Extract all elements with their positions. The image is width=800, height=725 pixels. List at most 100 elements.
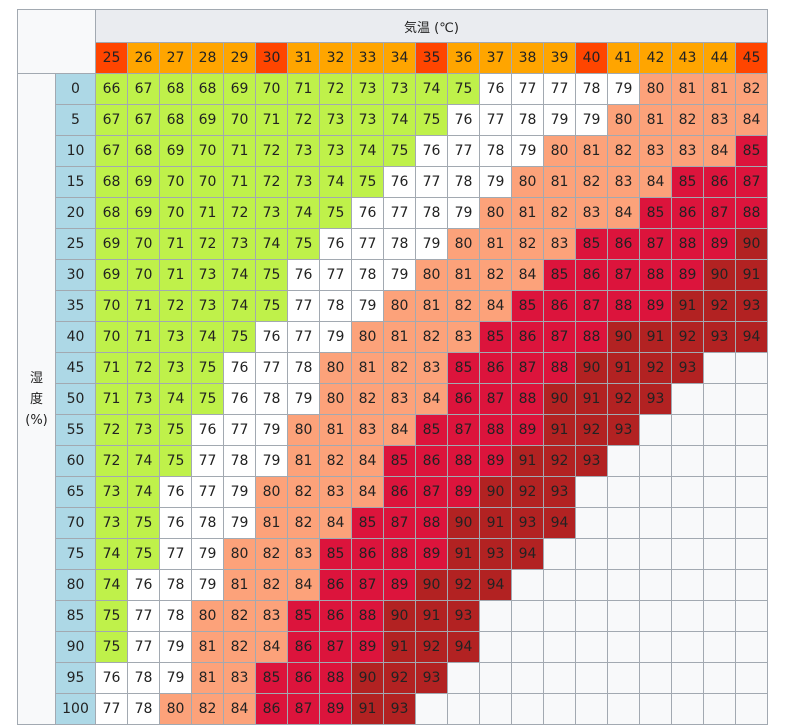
heat-index-cell xyxy=(479,631,512,663)
heat-index-cell: 91 xyxy=(607,352,640,384)
heat-index-cell: 73 xyxy=(351,73,384,105)
heat-index-cell: 91 xyxy=(543,414,576,446)
heat-index-cell xyxy=(703,414,736,446)
heat-index-cell: 79 xyxy=(255,414,288,446)
heat-index-cell: 87 xyxy=(479,383,512,415)
heat-index-cell: 82 xyxy=(287,476,320,508)
heat-index-cell: 75 xyxy=(95,600,128,632)
heat-index-cell: 71 xyxy=(95,352,128,384)
heat-index-cell: 86 xyxy=(703,166,736,198)
heat-index-cell: 70 xyxy=(95,290,128,322)
heat-index-cell: 85 xyxy=(415,414,448,446)
heat-index-cell xyxy=(543,662,576,694)
heat-index-cell: 92 xyxy=(415,631,448,663)
heat-index-cell: 89 xyxy=(703,228,736,260)
heat-index-cell: 82 xyxy=(671,104,704,136)
heat-index-cell: 80 xyxy=(511,166,544,198)
heat-index-cell: 78 xyxy=(447,166,480,198)
humidity-header: 60 xyxy=(55,445,96,477)
heat-index-cell: 73 xyxy=(383,73,416,105)
humidity-header: 25 xyxy=(55,228,96,260)
heat-index-cell: 86 xyxy=(287,662,320,694)
heat-index-cell: 81 xyxy=(575,135,608,167)
heat-index-cell xyxy=(543,693,576,725)
heat-index-cell: 84 xyxy=(319,507,352,539)
heat-index-cell: 75 xyxy=(319,197,352,229)
heat-index-cell: 78 xyxy=(255,383,288,415)
heat-index-cell: 79 xyxy=(223,476,256,508)
heat-index-cell: 69 xyxy=(127,197,160,229)
temperature-header: 27 xyxy=(159,42,192,74)
heat-index-cell xyxy=(671,693,704,725)
heat-index-cell: 88 xyxy=(511,383,544,415)
heat-index-cell: 93 xyxy=(383,693,416,725)
heat-index-cell: 74 xyxy=(159,383,192,415)
heat-index-cell: 83 xyxy=(703,104,736,136)
heat-index-cell: 67 xyxy=(95,104,128,136)
heat-index-cell: 75 xyxy=(159,414,192,446)
corner-cell xyxy=(17,9,96,74)
heat-index-cell: 77 xyxy=(255,352,288,384)
data-row: 25 69 70 71 72 73 74 75 76 77 78 79 80 81 82 83 85 86 87 88… xyxy=(18,228,768,260)
heat-index-cell: 76 xyxy=(95,662,128,694)
heat-index-cell: 89 xyxy=(479,445,512,477)
humidity-header: 80 xyxy=(55,569,96,601)
humidity-header: 85 xyxy=(55,600,96,632)
heat-index-cell: 76 xyxy=(351,197,384,229)
heat-index-cell: 85 xyxy=(479,321,512,353)
heat-index-cell: 72 xyxy=(95,445,128,477)
heat-index-cell: 76 xyxy=(255,321,288,353)
heat-index-cell: 79 xyxy=(479,166,512,198)
temperature-header: 29 xyxy=(223,42,256,74)
heat-index-cell: 79 xyxy=(511,135,544,167)
heat-index-cell: 82 xyxy=(415,321,448,353)
heat-index-cell: 71 xyxy=(159,228,192,260)
heat-index-cell: 81 xyxy=(703,73,736,105)
heat-index-cell: 85 xyxy=(287,600,320,632)
heat-index-cell: 86 xyxy=(479,352,512,384)
heat-index-cell: 78 xyxy=(127,693,160,725)
heat-index-cell: 78 xyxy=(415,197,448,229)
heat-index-cell: 76 xyxy=(159,476,192,508)
heat-index-cell: 84 xyxy=(703,135,736,167)
heat-index-cell: 80 xyxy=(191,600,224,632)
heat-index-cell xyxy=(639,414,672,446)
y-axis-title-part: 湿 xyxy=(29,370,43,386)
heat-index-cell: 94 xyxy=(511,538,544,570)
heat-index-cell: 67 xyxy=(95,135,128,167)
heat-index-cell: 76 xyxy=(223,352,256,384)
heat-index-cell: 92 xyxy=(575,414,608,446)
heat-index-cell: 92 xyxy=(447,569,480,601)
heat-index-cell: 93 xyxy=(703,321,736,353)
heat-index-cell xyxy=(735,507,768,539)
temperature-header: 31 xyxy=(287,42,320,74)
heat-index-cell: 72 xyxy=(95,414,128,446)
heat-index-cell: 75 xyxy=(127,538,160,570)
heat-index-cell: 83 xyxy=(575,197,608,229)
heat-index-cell: 77 xyxy=(415,166,448,198)
heat-index-cell: 84 xyxy=(223,693,256,725)
heat-index-cell: 74 xyxy=(95,569,128,601)
heat-index-cell: 71 xyxy=(127,321,160,353)
heat-index-cell: 91 xyxy=(415,600,448,632)
temperature-header: 33 xyxy=(351,42,384,74)
heat-index-cell: 83 xyxy=(415,352,448,384)
humidity-header: 35 xyxy=(55,290,96,322)
x-axis-title: 気温 (℃) xyxy=(95,9,768,43)
heat-index-cell xyxy=(607,631,640,663)
temperature-header: 40 xyxy=(575,42,608,74)
heat-index-cell: 82 xyxy=(319,445,352,477)
heat-index-cell: 84 xyxy=(255,631,288,663)
heat-index-cell xyxy=(703,600,736,632)
heat-index-cell: 73 xyxy=(127,414,160,446)
heat-index-cell: 87 xyxy=(575,290,608,322)
heat-index-cell: 81 xyxy=(191,662,224,694)
heat-index-cell xyxy=(735,414,768,446)
heat-index-cell xyxy=(735,631,768,663)
heat-index-cell: 77 xyxy=(351,228,384,260)
data-row: 20 68 69 70 71 72 73 74 75 76 77 78 79 80 81 82 83 84 85 86… xyxy=(18,197,768,229)
heat-index-cell: 73 xyxy=(127,383,160,415)
humidity-header: 0 xyxy=(55,73,96,105)
heat-index-cell: 81 xyxy=(319,414,352,446)
temperature-header: 38 xyxy=(511,42,544,74)
